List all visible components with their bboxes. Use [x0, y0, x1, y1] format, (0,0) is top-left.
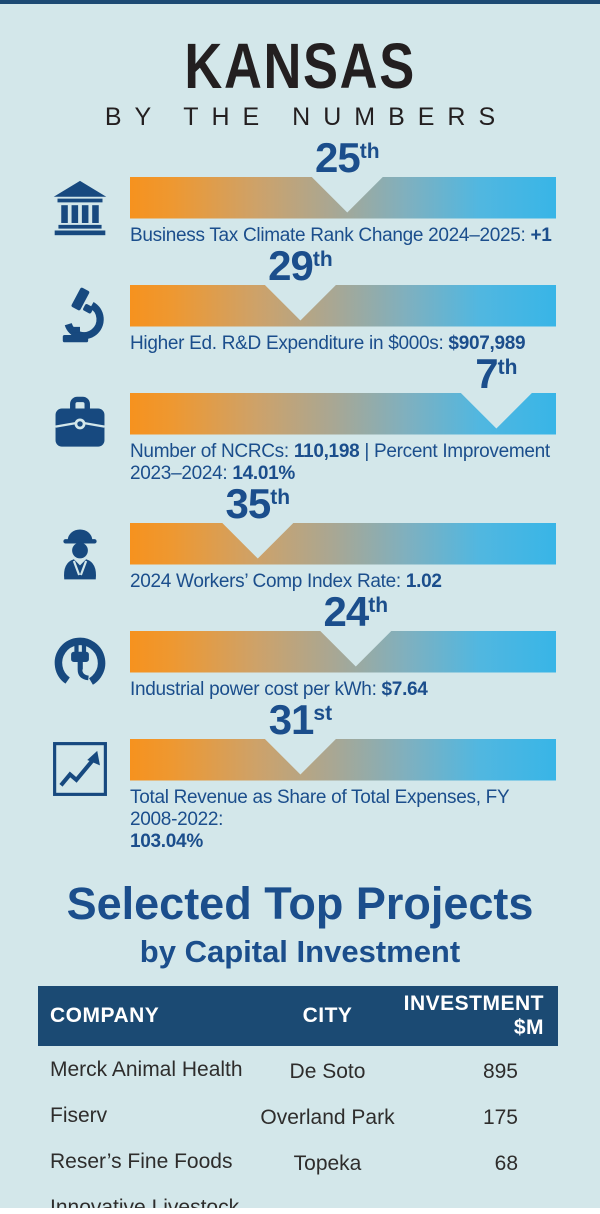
rank-bar — [130, 523, 556, 565]
stat-caption: Business Tax Climate Rank Change 2024–20… — [130, 224, 552, 246]
rank-bar — [130, 177, 556, 219]
stat-caption: Higher Ed. R&D Expenditure in $000s: $90… — [130, 332, 526, 354]
cell-investment: 175 — [482, 1106, 518, 1129]
stat-caption: 2024 Workers’ Comp Index Rate: 1.02 — [130, 570, 442, 592]
table-row: Fiserv Overland Park 175 — [38, 1092, 558, 1138]
rank-suffix: th — [270, 485, 291, 509]
column-header-company: COMPANY — [50, 1004, 160, 1027]
rank-label: 31st — [268, 695, 333, 743]
rank-label: 35th — [225, 479, 291, 527]
stat-row-ncrcs: 7th Number of NCRCs: 110,198 | Percent I… — [0, 352, 600, 485]
rank-label: 29th — [268, 241, 333, 289]
rank-bar — [130, 285, 556, 327]
rank-label: 24th — [323, 587, 389, 635]
cell-company: Fiserv — [50, 1104, 108, 1127]
rank-bar — [130, 739, 556, 781]
stat-caption: Industrial power cost per kWh: $7.64 — [130, 678, 428, 700]
construction-worker-icon — [30, 490, 130, 584]
stat-row-power-cost: 24th Industrial power cost per kWh: $7.6… — [0, 590, 600, 701]
power-plug-icon — [30, 598, 130, 692]
rank-number: 7 — [475, 349, 498, 397]
projects-section: Selected Top Projects by Capital Investm… — [0, 877, 600, 1214]
cell-city: Topeka — [293, 1152, 362, 1175]
bank-icon — [30, 144, 130, 238]
rank-suffix: th — [368, 593, 389, 617]
table-row: Merck Animal Health De Soto 895 — [38, 1046, 558, 1092]
column-header-investment: INVESTMENT $M — [403, 992, 544, 1039]
stat-row-workers-comp: 35th 2024 Workers’ Comp Index Rate: 1.02 — [0, 482, 600, 593]
rank-suffix: st — [313, 701, 333, 725]
cell-investment: 895 — [482, 1060, 518, 1083]
rank-bar — [130, 631, 556, 673]
bottom-edge — [0, 1208, 600, 1214]
column-header-city: CITY — [302, 1004, 353, 1027]
rank-suffix: th — [497, 355, 518, 379]
rank-number: 29 — [268, 241, 314, 289]
stat-row-revenue-share: 31st Total Revenue as Share of Total Exp… — [0, 698, 600, 853]
page-title: KANSAS — [184, 30, 416, 102]
stat-caption: Number of NCRCs: 110,198 | Percent Impro… — [130, 440, 550, 484]
stat-row-rd-expenditure: 29th Higher Ed. R&D Expenditure in $000s… — [0, 244, 600, 355]
page-subtitle: BY THE NUMBERS — [104, 103, 509, 131]
cell-company: Merck Animal Health — [50, 1058, 243, 1081]
cell-city: De Soto — [289, 1060, 366, 1083]
table-header-row: COMPANY CITY INVESTMENT $M — [38, 986, 558, 1046]
rank-number: 24 — [323, 587, 369, 635]
rank-suffix: th — [312, 247, 333, 271]
trend-chart-icon — [30, 706, 130, 798]
stat-caption: Total Revenue as Share of Total Expenses… — [130, 786, 510, 852]
projects-table: COMPANY CITY INVESTMENT $M Merck Animal … — [38, 986, 558, 1214]
rank-label: 7th — [475, 349, 518, 397]
cell-company: Reser’s Fine Foods — [50, 1150, 233, 1173]
rank-label: 25th — [314, 133, 380, 181]
stat-row-tax-climate: 25th Business Tax Climate Rank Change 20… — [0, 136, 600, 247]
rank-suffix: th — [359, 139, 380, 163]
table-row: Reser’s Fine Foods Topeka 68 — [38, 1138, 558, 1184]
projects-subtitle: by Capital Investment — [139, 934, 461, 969]
briefcase-icon — [30, 360, 130, 452]
stats-section: 25th Business Tax Climate Rank Change 20… — [0, 136, 600, 853]
cell-investment: 68 — [494, 1152, 518, 1175]
rank-number: 35 — [225, 479, 272, 527]
cell-city: Overland Park — [260, 1106, 395, 1129]
rank-bar — [130, 393, 556, 435]
header: KANSAS BY THE NUMBERS — [0, 4, 600, 132]
rank-number: 25 — [314, 133, 361, 181]
projects-title: Selected Top Projects — [66, 877, 534, 929]
microscope-icon — [30, 252, 130, 346]
rank-number: 31 — [268, 695, 315, 743]
